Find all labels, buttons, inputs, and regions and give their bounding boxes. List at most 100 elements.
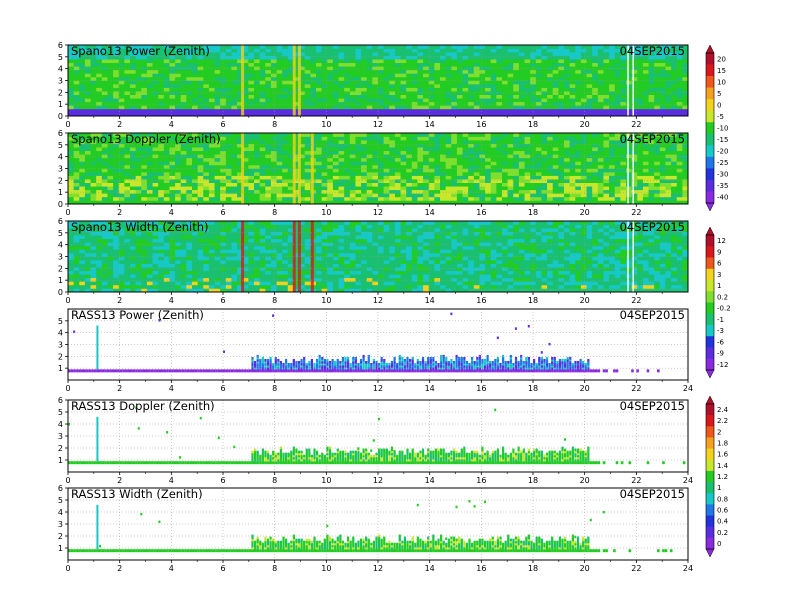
heatmap-cell [569,94,576,99]
heatmap-cell [609,164,616,169]
heatmap-cell [124,168,131,173]
heatmap-cell [642,168,649,173]
heatmap-cell [169,154,176,159]
heatmap-cell [84,179,91,183]
heatmap-cell [468,52,475,56]
heatmap-cell [586,94,593,99]
heatmap-cell [152,281,159,286]
heatmap-cell [406,196,413,201]
heatmap-cell [575,175,582,180]
heatmap-cell [468,112,475,116]
heatmap-cell [428,175,435,180]
heatmap-cell [575,91,582,95]
heatmap-cell [592,98,599,103]
heatmap-cell [130,80,136,85]
heatmap-cell [316,55,322,60]
heatmap-cell [462,133,469,137]
heatmap-cell [321,69,328,74]
heatmap-cell [287,59,294,64]
heatmap-cell [614,45,621,49]
heatmap-cell [428,179,435,183]
heatmap-cell [586,66,593,71]
heatmap-cell [101,263,108,268]
heatmap-cell [654,48,661,53]
heatmap-cell [671,80,678,85]
heatmap-cell [411,48,418,53]
heatmap-cell [637,91,644,95]
heatmap-cell [372,193,379,198]
heatmap-cell [530,133,537,137]
heatmap-cell [349,84,356,88]
heatmap-cell [490,175,497,180]
heatmap-cell [338,45,345,49]
heatmap-cell [68,235,74,240]
heatmap-cell [541,164,548,169]
heatmap-cell [597,69,604,74]
heatmap-cell [586,186,593,191]
heatmap-cell [90,45,97,49]
heatmap-cell [383,101,390,106]
heatmap-cell [287,69,294,74]
heatmap-cell [101,62,108,67]
heatmap-cell [299,94,306,99]
heatmap-cell [146,157,153,162]
heatmap-cell [141,168,148,173]
heatmap-cell [84,175,91,180]
heatmap-cell [248,48,255,53]
heatmap-cell [338,147,345,152]
heatmap-cell [113,228,120,232]
heatmap-cell [394,172,401,176]
heatmap-cell [428,48,435,53]
heatmap-cell [451,154,458,159]
heatmap-cell [84,260,91,264]
heatmap-cell [231,182,238,187]
heatmap-cell [259,189,266,194]
heatmap-cell [237,161,244,166]
heatmap-cell [130,179,136,183]
heatmap-cell [175,98,182,103]
heatmap-cell [158,231,165,236]
heatmap-cell [490,91,497,95]
heatmap-cell [355,157,362,162]
heatmap-cell [569,55,576,60]
heatmap-cell [637,80,644,85]
heatmap-cell [96,288,103,292]
heatmap-cell [642,140,649,144]
heatmap-cell [654,154,661,159]
heatmap-cell [428,182,435,187]
heatmap-cell [496,193,503,198]
heatmap-cell [84,108,91,113]
heatmap-cell [135,136,142,141]
heatmap-cell [152,87,159,92]
heatmap-cell [564,80,570,85]
heatmap-cell [378,179,384,183]
heatmap-cell [411,69,418,74]
heatmap-cell [451,45,458,49]
heatmap-cell [389,80,396,85]
panel-date: 04SEP2015 [620,132,685,146]
heatmap-cell [642,150,649,155]
heatmap-cell [259,136,266,141]
heatmap-cell [130,221,136,225]
heatmap-cell [265,175,272,180]
heatmap-cell [631,200,638,204]
heatmap-cell [327,91,334,95]
heatmap-cell [366,189,373,194]
heatmap-cell [485,164,492,169]
heatmap-cell [130,172,136,176]
heatmap-cell [175,263,182,268]
heatmap-cell [254,55,260,60]
heatmap-cell [507,48,514,53]
heatmap-cell [513,69,520,74]
heatmap-cell [299,76,306,81]
heatmap-cell [535,161,542,166]
heatmap-cell [445,108,452,113]
heatmap-cell [118,196,125,201]
heatmap-cell [417,140,424,144]
heatmap-cell [146,101,153,106]
heatmap-cell [96,105,103,110]
heatmap-cell [344,136,351,141]
heatmap-cell [248,105,255,110]
heatmap-cell [299,98,306,103]
heatmap-cell [586,76,593,81]
